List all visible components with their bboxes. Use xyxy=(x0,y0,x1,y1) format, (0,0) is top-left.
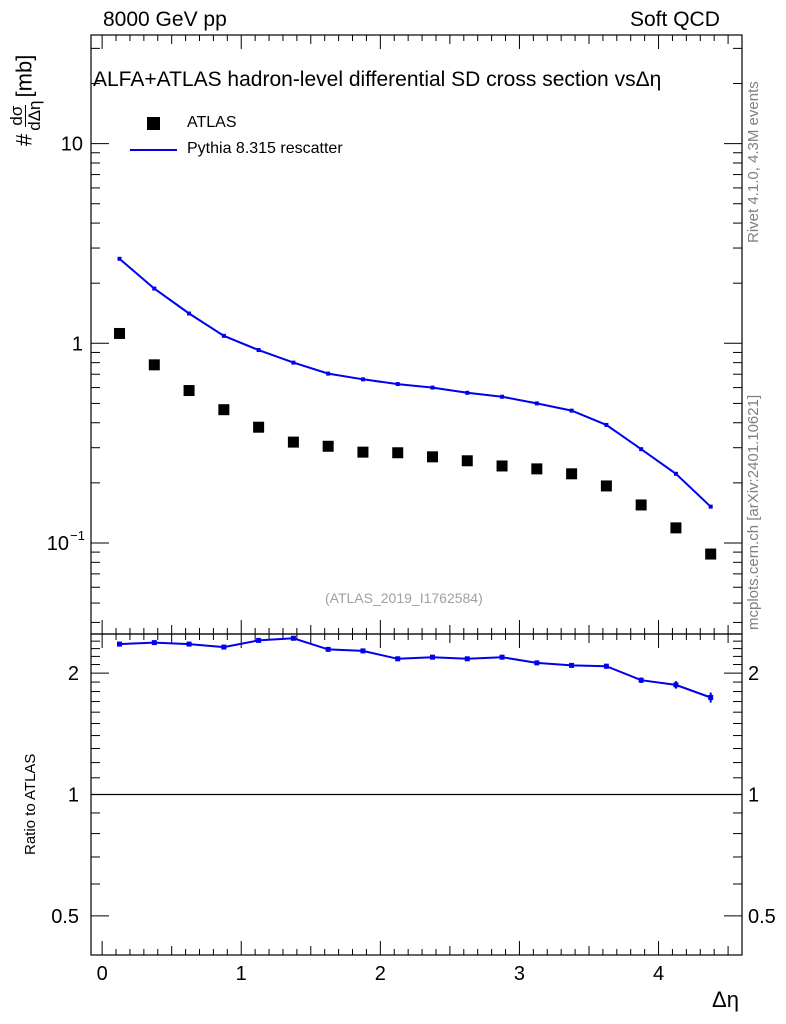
atlas-data-point xyxy=(531,463,543,475)
atlas-data-point xyxy=(287,436,299,448)
ratio-point xyxy=(395,656,401,662)
pythia-point xyxy=(187,311,192,316)
ratio-y-axis-label: Ratio to ATLAS xyxy=(22,753,39,855)
ratio-point xyxy=(638,677,644,683)
header-left: 8000 GeV pp xyxy=(103,8,227,31)
atlas-data-point xyxy=(183,385,195,397)
pythia-point xyxy=(500,394,505,399)
pythia-point xyxy=(326,371,331,376)
pythia-point xyxy=(291,360,296,365)
main-y-tick-exponent: −1 xyxy=(70,528,85,543)
ratio-point xyxy=(673,682,679,688)
ratio-point xyxy=(499,654,505,660)
pythia-point xyxy=(639,447,644,452)
ratio-point xyxy=(117,641,123,647)
atlas-data-point xyxy=(322,440,334,452)
y-label-prefix: # xyxy=(11,133,37,146)
atlas-data-point xyxy=(705,548,717,560)
atlas-data-point xyxy=(670,522,682,534)
ratio-point xyxy=(256,637,262,643)
main-y-tick-label: 10 xyxy=(47,533,69,555)
atlas-data-point xyxy=(635,499,647,511)
header-right: Soft QCD xyxy=(630,8,720,31)
ratio-point xyxy=(151,640,157,646)
y-label-denominator: dΔη xyxy=(25,100,44,131)
main-y-axis-label: # dσ dΔη [mb] xyxy=(7,54,44,146)
legend-pythia-line xyxy=(130,149,177,151)
ratio-line xyxy=(119,637,712,699)
ratio-y-tick-label-left: 2 xyxy=(68,663,79,685)
ratio-point xyxy=(186,641,192,647)
pythia-point xyxy=(152,286,157,291)
main-y-tick-label: 10 xyxy=(61,134,83,156)
x-tick-label: 1 xyxy=(236,963,247,985)
pythia-point xyxy=(534,401,539,406)
ratio-point xyxy=(464,656,470,662)
x-tick-label: 4 xyxy=(653,963,664,985)
main-y-tick-label: 1 xyxy=(72,333,83,355)
analysis-watermark: (ATLAS_2019_I1762584) xyxy=(325,590,483,606)
pythia-point xyxy=(465,390,470,395)
ratio-y-tick-label-right: 1 xyxy=(748,785,759,807)
pythia-point xyxy=(569,408,574,413)
ratio-point xyxy=(429,654,435,660)
pythia-point xyxy=(256,348,261,353)
atlas-data-point xyxy=(496,460,508,472)
pythia-point xyxy=(708,504,713,509)
ratio-point xyxy=(569,662,575,668)
pythia-line xyxy=(118,258,712,508)
atlas-data-point xyxy=(253,421,265,433)
legend-pythia-label: Pythia 8.315 rescatter xyxy=(187,140,343,157)
x-tick-label: 3 xyxy=(514,963,525,985)
rivet-label: Rivet 4.1.0, 4.3M events xyxy=(745,81,762,243)
atlas-data-point xyxy=(426,451,438,463)
y-label-unit: [mb] xyxy=(11,54,37,98)
ratio-point xyxy=(360,648,366,654)
ratio-y-tick-label-left: 1 xyxy=(68,785,79,807)
pythia-point xyxy=(360,377,365,382)
pythia-point xyxy=(673,471,678,476)
x-tick-label: 2 xyxy=(375,963,386,985)
pythia-point xyxy=(117,256,122,261)
pythia-point xyxy=(221,333,226,338)
atlas-data-point xyxy=(461,455,473,467)
x-axis-label: Δη xyxy=(712,987,739,1012)
ratio-y-tick-label-left: 0.5 xyxy=(51,906,79,928)
atlas-data-point xyxy=(357,446,369,458)
ratio-y-tick-label-right: 0.5 xyxy=(748,906,776,928)
y-label-numerator: dσ xyxy=(7,104,26,127)
ratio-y-tick-label-right: 2 xyxy=(748,663,759,685)
atlas-data-point xyxy=(600,480,612,492)
atlas-data-point xyxy=(148,359,160,371)
atlas-data-point xyxy=(218,404,230,416)
pythia-point xyxy=(430,385,435,390)
pythia-point xyxy=(604,422,609,427)
ratio-point xyxy=(221,644,227,650)
atlas-data-point xyxy=(392,447,404,459)
pythia-point xyxy=(395,382,400,387)
source-label: mcplots.cern.ch [arXiv:2401.10621] xyxy=(745,394,762,630)
atlas-data-point xyxy=(114,327,126,339)
legend-atlas-label: ATLAS xyxy=(187,114,237,131)
ratio-point xyxy=(325,646,331,652)
ratio-point xyxy=(708,694,714,700)
ratio-point xyxy=(603,663,609,669)
chart-title: ALFA+ATLAS hadron-level differential SD … xyxy=(93,68,662,91)
atlas-data-point xyxy=(566,468,578,480)
ratio-point xyxy=(534,660,540,666)
x-tick-label: 0 xyxy=(97,963,108,985)
ratio-point xyxy=(290,635,296,641)
legend-atlas-marker xyxy=(147,117,160,130)
